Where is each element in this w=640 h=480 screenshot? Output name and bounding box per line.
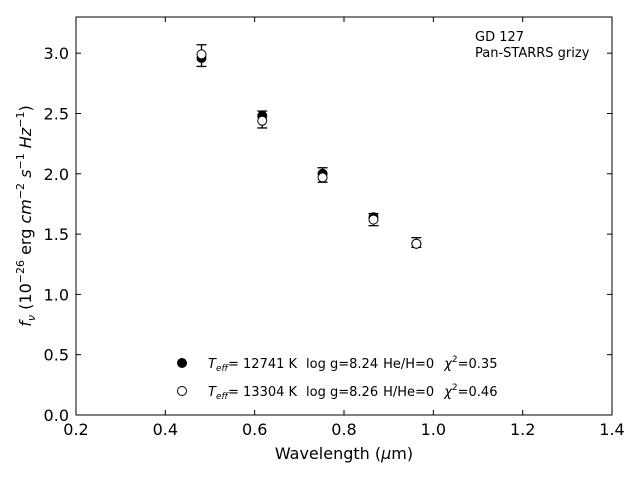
x-tick-label: 1.4 (599, 420, 624, 439)
y-axis-title: fν (10−26 erg cm−2 s−1 Hz−1) (14, 105, 38, 326)
y-axis-ticks: 0.0 0.5 1.0 1.5 2.0 2.5 3.0 (44, 44, 612, 425)
legend-marker-filled (177, 358, 187, 368)
x-tick-label: 0.8 (331, 420, 356, 439)
point-open (317, 172, 328, 183)
y-tick-label: 2.5 (44, 104, 69, 123)
x-tick-label: 1.0 (421, 420, 446, 439)
y-tick-label: 2.0 (44, 165, 69, 184)
x-tick-label: 0.2 (63, 420, 88, 439)
plot-frame (75, 16, 613, 416)
point-open (411, 238, 422, 249)
y-tick-label: 3.0 (44, 44, 69, 63)
error-bars (196, 44, 422, 249)
y-tick-label: 1.0 (44, 285, 69, 304)
plot-area-border (75, 16, 613, 416)
data-markers (196, 49, 422, 249)
x-axis-title: Wavelength (μm) (275, 444, 413, 463)
point-open (368, 214, 379, 225)
point-open (196, 49, 207, 60)
y-tick-label: 1.5 (44, 225, 69, 244)
x-tick-label: 0.6 (242, 420, 267, 439)
y-tick-label: 0.5 (44, 346, 69, 365)
legend-marker-open (177, 386, 187, 396)
x-tick-label: 1.2 (510, 420, 535, 439)
survey-name: Pan-STARRS grizy (475, 46, 590, 61)
point-open (257, 115, 268, 126)
y-tick-label: 0.0 (44, 406, 69, 425)
x-axis-ticks: 0.2 0.4 0.6 0.8 1.0 1.2 1.4 (63, 17, 625, 439)
x-tick-label: 0.4 (153, 420, 178, 439)
object-name: GD 127 (475, 30, 524, 45)
